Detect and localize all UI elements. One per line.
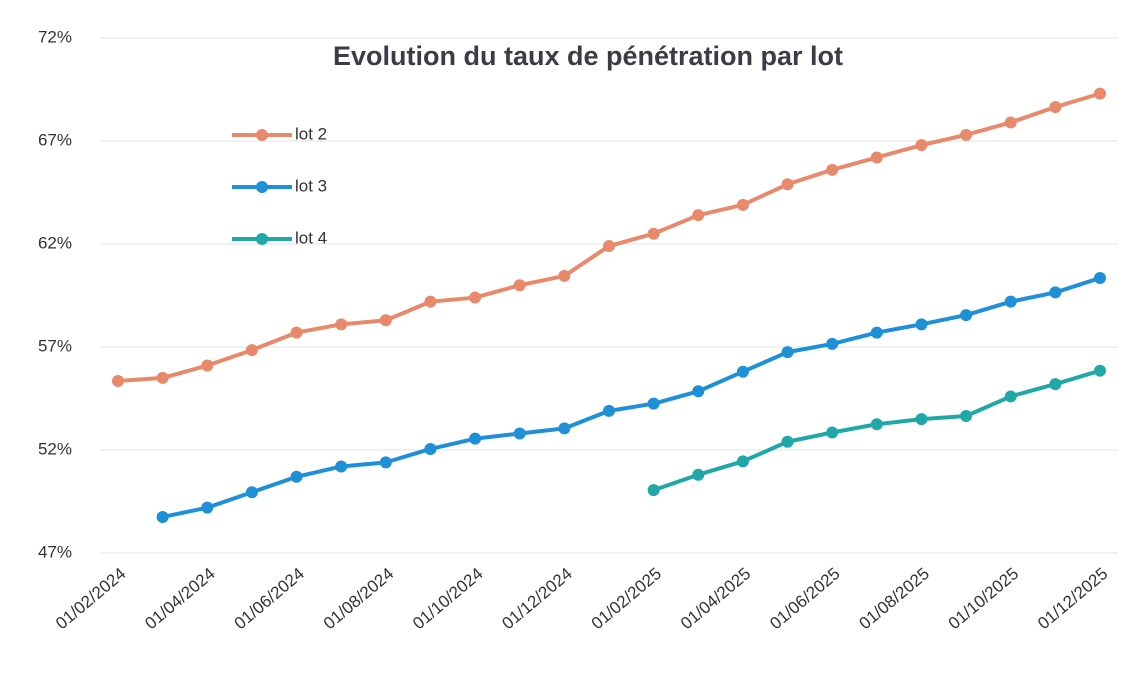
legend-label: lot 4	[295, 228, 327, 247]
point	[692, 468, 705, 481]
point	[603, 240, 615, 253]
point	[156, 371, 169, 384]
point	[379, 314, 392, 327]
y-tick-label: 57%	[38, 336, 72, 355]
point	[379, 456, 392, 469]
point	[513, 427, 526, 440]
x-tick-label: 01/04/2024	[141, 564, 218, 633]
point	[513, 279, 526, 292]
point	[647, 397, 660, 410]
point	[1094, 87, 1106, 100]
point	[290, 470, 303, 483]
point	[915, 318, 928, 331]
point	[960, 410, 973, 423]
point	[870, 326, 883, 339]
point	[915, 413, 928, 426]
legend-label: lot 3	[295, 176, 327, 195]
point	[1004, 390, 1017, 403]
legend-marker	[256, 129, 268, 141]
x-tick-label: 01/04/2025	[677, 564, 754, 633]
y-tick-label: 62%	[38, 233, 72, 252]
point	[201, 501, 214, 514]
x-tick-label: 01/08/2025	[856, 564, 933, 633]
point	[1004, 116, 1017, 129]
x-tick-label: 01/06/2024	[231, 564, 308, 633]
point	[692, 385, 705, 398]
x-tick-label: 01/02/2024	[52, 564, 129, 633]
point	[736, 455, 749, 468]
point	[781, 178, 794, 191]
point	[826, 426, 839, 439]
point	[870, 151, 883, 164]
point	[112, 374, 124, 387]
x-tick-label: 01/12/2024	[498, 564, 575, 633]
x-tick-label: 01/08/2024	[320, 564, 397, 633]
point	[1049, 101, 1062, 114]
legend-label: lot 2	[295, 124, 327, 143]
legend-marker	[256, 233, 268, 245]
y-tick-label: 52%	[38, 439, 72, 458]
point	[781, 435, 794, 448]
chart-title: Evolution du taux de pénétration par lot	[333, 41, 843, 71]
point	[335, 318, 348, 331]
point	[960, 128, 973, 141]
point	[826, 337, 839, 350]
point	[424, 295, 437, 308]
series-line	[162, 276, 1101, 519]
series-line	[652, 368, 1101, 493]
point	[1094, 364, 1106, 377]
point	[960, 309, 973, 322]
point	[156, 510, 169, 523]
x-tick-label: 01/10/2024	[409, 564, 486, 633]
point	[736, 365, 749, 378]
y-tick-label: 72%	[38, 27, 72, 46]
legend-marker	[256, 181, 268, 193]
point	[826, 163, 839, 176]
point	[870, 418, 883, 431]
point	[469, 291, 482, 304]
point	[290, 326, 303, 339]
point	[469, 432, 482, 445]
point	[558, 269, 571, 282]
y-tick-label: 67%	[38, 130, 72, 149]
point	[781, 346, 794, 359]
point	[424, 442, 437, 455]
x-tick-label: 01/10/2025	[945, 564, 1022, 633]
point	[1049, 286, 1062, 299]
point	[1004, 295, 1017, 308]
point	[647, 227, 660, 240]
point	[335, 460, 348, 473]
point	[245, 344, 258, 357]
x-tick-label: 01/02/2025	[588, 564, 665, 633]
point	[1049, 378, 1062, 391]
point	[245, 486, 258, 499]
x-tick-label: 01/06/2025	[766, 564, 843, 633]
point	[692, 209, 705, 222]
x-tick-label: 01/12/2025	[1034, 564, 1111, 633]
point	[558, 422, 571, 435]
point	[647, 484, 660, 497]
point	[915, 139, 928, 152]
y-tick-label: 47%	[38, 542, 72, 561]
point	[736, 198, 749, 211]
point	[1094, 271, 1106, 284]
point	[603, 404, 615, 417]
point	[201, 359, 214, 372]
